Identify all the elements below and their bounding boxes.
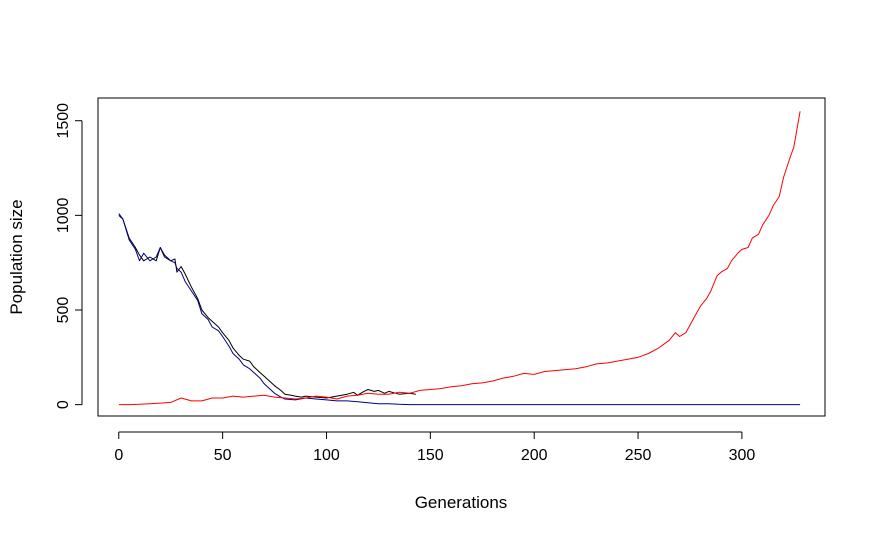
x-tick-label: 50 (214, 447, 232, 464)
y-tick-label: 500 (55, 297, 72, 324)
x-tick-label: 200 (521, 447, 548, 464)
plot-frame (97, 97, 826, 417)
series-line-1 (118, 215, 416, 399)
y-axis: 0 500 1000 1500 (55, 103, 83, 409)
y-tick-label: 0 (55, 400, 72, 409)
y-tick-label: 1500 (55, 103, 72, 139)
x-axis: 0 50 100 150 200 250 300 (114, 431, 756, 464)
y-tick-label: 1000 (55, 197, 72, 233)
y-axis-label: Population size (7, 199, 26, 314)
x-tick-label: 100 (313, 447, 340, 464)
x-tick-label: 300 (729, 447, 756, 464)
x-axis-label: Generations (415, 493, 508, 512)
x-tick-label: 250 (625, 447, 652, 464)
series-layer (118, 111, 801, 406)
series-line-3 (118, 111, 801, 406)
x-tick-label: 0 (114, 447, 123, 464)
series-line-2 (118, 213, 801, 406)
x-tick-label: 150 (417, 447, 444, 464)
